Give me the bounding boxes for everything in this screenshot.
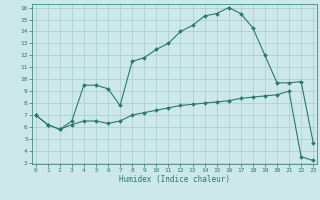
X-axis label: Humidex (Indice chaleur): Humidex (Indice chaleur) bbox=[119, 175, 230, 184]
